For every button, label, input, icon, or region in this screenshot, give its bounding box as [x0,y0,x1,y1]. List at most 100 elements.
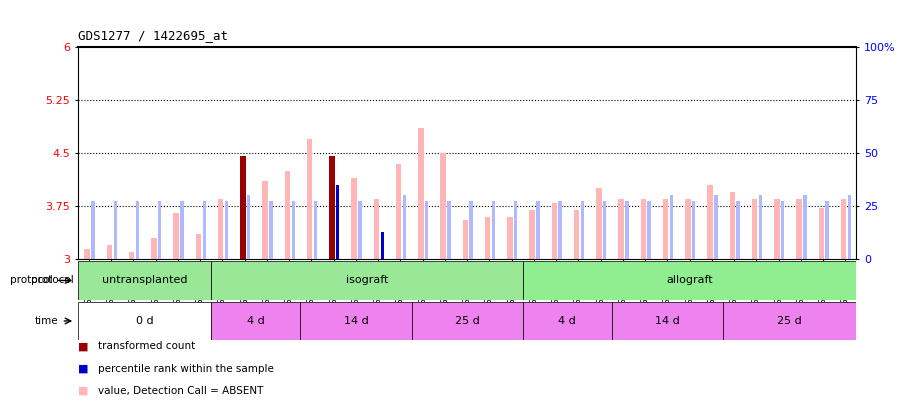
Bar [752,199,758,259]
Bar [240,156,245,259]
Bar [796,199,802,259]
Bar [418,128,424,259]
Bar [92,201,94,259]
Bar [523,302,612,340]
Bar [336,185,339,259]
Bar [136,201,139,259]
Bar [485,217,490,259]
Bar [212,261,523,300]
Bar [224,201,228,259]
Bar [262,181,268,259]
Text: transformed count: transformed count [98,341,195,351]
Bar [573,210,580,259]
Bar [291,201,295,259]
Bar [692,201,695,259]
Bar [507,217,513,259]
Text: untransplanted: untransplanted [102,275,188,286]
Bar [685,199,691,259]
Bar [78,302,212,340]
Bar [774,199,780,259]
Bar [536,201,540,259]
Bar [403,196,406,259]
Bar [285,171,290,259]
Text: 25 d: 25 d [778,316,802,326]
Bar [202,201,206,259]
Bar [523,261,856,300]
Text: 4 d: 4 d [559,316,576,326]
Bar [358,201,362,259]
Bar [307,139,312,259]
Bar [380,232,384,259]
Bar [470,201,473,259]
Bar [529,210,535,259]
Bar [736,201,740,259]
Bar [447,201,451,259]
Text: value, Detection Call = ABSENT: value, Detection Call = ABSENT [98,386,264,396]
Bar [663,199,669,259]
Bar [670,196,673,259]
Bar [847,196,851,259]
Bar [158,201,161,259]
Bar [618,199,624,259]
Bar [329,156,334,259]
Text: isograft: isograft [346,275,388,286]
Text: 14 d: 14 d [344,316,368,326]
Text: GDS1277 / 1422695_at: GDS1277 / 1422695_at [78,30,228,43]
Bar [648,201,650,259]
Bar [729,192,736,259]
Bar [559,201,562,259]
Bar [612,302,723,340]
Bar [463,220,468,259]
Bar [396,164,401,259]
Text: 14 d: 14 d [655,316,680,326]
Text: ■: ■ [78,386,88,396]
Bar [841,199,846,259]
Bar [247,196,250,259]
Bar [825,201,829,259]
Bar [758,196,762,259]
Bar [180,201,183,259]
Bar [714,196,717,259]
Bar [352,178,357,259]
Bar [781,201,784,259]
Text: percentile rank within the sample: percentile rank within the sample [98,364,274,373]
Bar [129,252,135,259]
Bar [114,201,117,259]
Bar [269,201,273,259]
Bar [603,201,606,259]
Text: protocol: protocol [10,275,53,286]
Bar [626,201,628,259]
Bar [819,208,824,259]
Text: 4 d: 4 d [247,316,265,326]
Bar [514,201,518,259]
Bar [411,302,523,340]
Bar [707,185,713,259]
Bar [212,302,300,340]
Text: allograft: allograft [666,275,713,286]
Text: time: time [35,316,59,326]
Bar [106,245,113,259]
Bar [374,199,379,259]
Bar [492,201,495,259]
Text: ■: ■ [78,341,88,351]
Text: ■: ■ [78,364,88,373]
Bar [84,249,90,259]
Text: protocol: protocol [30,275,73,286]
Bar [218,199,224,259]
Bar [640,199,646,259]
Bar [425,201,429,259]
Bar [78,261,212,300]
Bar [314,201,317,259]
Bar [300,302,411,340]
Text: 25 d: 25 d [454,316,480,326]
Bar [551,202,557,259]
Bar [723,302,856,340]
Bar [173,213,179,259]
Bar [596,188,602,259]
Text: 0 d: 0 d [136,316,153,326]
Bar [441,153,446,259]
Bar [581,201,584,259]
Bar [803,196,806,259]
Bar [196,234,202,259]
Bar [151,238,157,259]
